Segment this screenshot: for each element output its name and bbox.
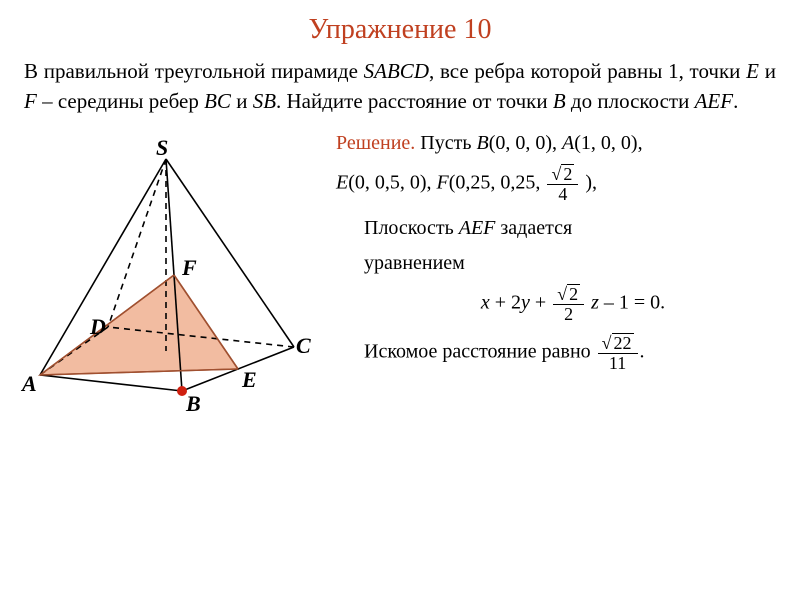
solution-plane-2: уравнением	[364, 249, 782, 278]
p-and2: и	[231, 89, 253, 113]
sB: B	[476, 132, 488, 154]
p-t3: – середины ребер	[37, 89, 204, 113]
sFc2: ),	[580, 171, 597, 193]
frac-sqrt22-over-11: √22 11	[598, 333, 638, 373]
eqx: x	[481, 291, 490, 313]
p-B: B	[553, 89, 566, 113]
f1d: 4	[547, 185, 578, 204]
s1a: Пусть	[415, 132, 476, 154]
exercise-title: Упражнение 10	[0, 0, 800, 56]
sAEF: AEF	[459, 217, 496, 239]
eqp2: +	[530, 291, 551, 313]
p-t4: . Найдите расстояние от точки	[276, 89, 553, 113]
p-and: и	[759, 59, 776, 83]
sF: F	[437, 171, 449, 193]
p-AEF: AEF	[695, 89, 733, 113]
p-to: до плоскости	[566, 89, 695, 113]
p-F: F	[24, 89, 37, 113]
f3d: 11	[598, 354, 638, 373]
f2d: 2	[553, 305, 584, 324]
p-dot: .	[733, 89, 738, 113]
solution-line-2: E(0, 0,5, 0), F(0,25, 0,25, √2 4 ),	[336, 164, 782, 204]
p-SB: SB	[253, 89, 276, 113]
f3n: 22	[612, 333, 634, 353]
sEc: (0, 0,5, 0),	[348, 171, 436, 193]
svg-text:C: C	[296, 333, 311, 358]
sp3: уравнением	[364, 252, 465, 274]
p-sabcd: SABCD	[364, 59, 429, 83]
sE: E	[336, 171, 348, 193]
p-t2: , все ребра которой равны 1, точки	[429, 59, 746, 83]
eqz: z	[591, 291, 599, 313]
sBc: (0, 0, 0),	[489, 132, 562, 154]
svg-text:A: A	[20, 371, 37, 396]
svg-text:D: D	[89, 314, 106, 339]
figure-column: A B C D S E F	[18, 129, 328, 417]
sFc1: (0,25, 0,25,	[449, 171, 546, 193]
plane-equation: x + 2y + √2 2 z – 1 = 0.	[364, 284, 782, 324]
ans1: Искомое расстояние равно	[364, 341, 596, 363]
p-t1: В правильной треугольной пирамиде	[24, 59, 364, 83]
eqp1: + 2	[490, 291, 521, 313]
sAc: (1, 0, 0),	[574, 132, 642, 154]
sp2: задается	[495, 217, 572, 239]
problem-statement: В правильной треугольной пирамиде SABCD,…	[0, 56, 800, 117]
eqt: – 1 = 0.	[599, 291, 665, 313]
sA: A	[562, 132, 574, 154]
p-E: E	[746, 59, 759, 83]
svg-text:F: F	[181, 255, 197, 280]
frac-sqrt2-over-2: √2 2	[553, 284, 584, 324]
solution-column: Решение. Пусть B(0, 0, 0), A(1, 0, 0), E…	[328, 129, 782, 417]
content-row: ABCDSEF Решение. Пусть B(0, 0, 0), A(1, …	[0, 117, 800, 417]
svg-text:S: S	[156, 137, 168, 160]
f2n: 2	[567, 284, 580, 304]
solution-answer: Искомое расстояние равно √22 11 .	[364, 333, 782, 373]
solution-line-1: Решение. Пусть B(0, 0, 0), A(1, 0, 0),	[336, 129, 782, 158]
pyramid-figure: A B C D S E F	[18, 137, 318, 417]
svg-text:B: B	[185, 391, 201, 416]
solution-label: Решение.	[336, 132, 415, 154]
svg-text:E: E	[241, 367, 257, 392]
f1n: 2	[561, 164, 574, 184]
frac-sqrt2-over-4: √2 4	[547, 164, 578, 204]
solution-plane-1: Плоскость AEF задается	[364, 214, 782, 243]
sp1: Плоскость	[364, 217, 459, 239]
title-text: Упражнение 10	[309, 14, 492, 45]
eqy: y	[521, 291, 530, 313]
ansdot: .	[640, 341, 645, 363]
p-BC: BC	[204, 89, 231, 113]
